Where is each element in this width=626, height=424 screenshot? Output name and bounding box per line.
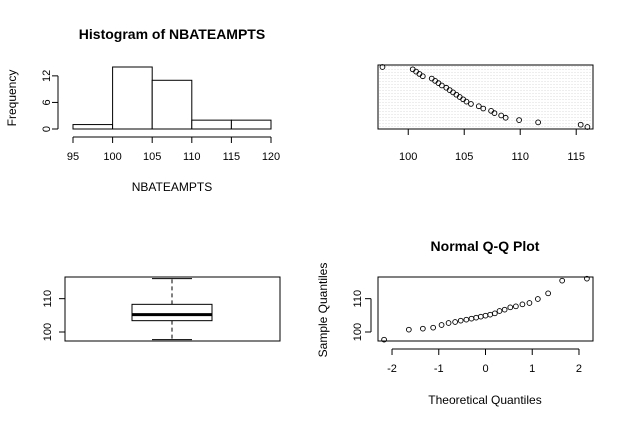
stripchart-point bbox=[480, 105, 487, 112]
histogram-title: Histogram of NBATEAMPTS bbox=[79, 26, 265, 42]
boxplot-iqr-box bbox=[131, 303, 213, 322]
qq-x-tick-label: -2 bbox=[387, 363, 397, 375]
stripchart-grid bbox=[379, 66, 591, 128]
histogram-panel: Histogram of NBATEAMPTS NBATEAMPTS Frequ… bbox=[5, 26, 280, 194]
qq-x-tick-label: 1 bbox=[529, 363, 535, 375]
qq-point bbox=[381, 336, 387, 343]
stripchart-panel: 100 105 110 115 bbox=[377, 64, 594, 163]
stripchart-point bbox=[379, 64, 386, 70]
qq-point bbox=[584, 275, 590, 282]
qq-y-tick-label: 100 bbox=[352, 323, 364, 341]
stripchart-point bbox=[502, 114, 509, 121]
qq-point bbox=[405, 326, 412, 333]
histogram-x-tick-label: 110 bbox=[183, 151, 201, 163]
qq-x-tick-label: -1 bbox=[434, 363, 444, 375]
qq-point bbox=[477, 313, 484, 320]
qq-point bbox=[445, 320, 452, 326]
stripchart-point bbox=[419, 73, 426, 80]
qq-y-axis: 100 110 bbox=[352, 290, 372, 341]
boxplot-panel: 100 110 bbox=[42, 276, 281, 342]
stripchart-point bbox=[516, 117, 522, 123]
histogram-bar bbox=[191, 119, 232, 130]
histogram-bar bbox=[72, 124, 114, 130]
histogram-x-tick-label: 100 bbox=[103, 151, 121, 163]
qq-point bbox=[526, 300, 533, 306]
qq-panel: Normal Q-Q Plot Theoretical Quantiles Sa… bbox=[316, 238, 594, 407]
boxplot-y-tick-label: 110 bbox=[42, 290, 54, 308]
histogram-x-tick-label: 120 bbox=[262, 151, 280, 163]
histogram-y-tick-label: 0 bbox=[41, 126, 53, 132]
stripchart-x-tick-label: 115 bbox=[567, 151, 585, 163]
stripchart-points bbox=[379, 64, 591, 130]
qq-point bbox=[519, 301, 526, 308]
histogram-bar bbox=[230, 119, 272, 130]
qq-point bbox=[420, 325, 426, 332]
qq-xlabel: Theoretical Quantiles bbox=[428, 393, 541, 407]
stripchart-point bbox=[475, 103, 482, 110]
qq-point bbox=[507, 304, 514, 311]
qq-point bbox=[545, 290, 551, 297]
histogram-x-tick-label: 105 bbox=[143, 151, 161, 163]
stripchart-point bbox=[491, 110, 498, 117]
stripchart-x-tick-label: 105 bbox=[455, 151, 473, 163]
stripchart-x-tick-label: 100 bbox=[399, 151, 417, 163]
histogram-x-axis: 95 100 105 110 115 120 bbox=[67, 136, 280, 163]
histogram-bar bbox=[112, 66, 153, 130]
boxplot-y-tick-label: 100 bbox=[42, 323, 54, 341]
histogram-bars bbox=[72, 66, 272, 130]
qq-point bbox=[487, 311, 494, 318]
histogram-xlabel: NBATEAMPTS bbox=[132, 180, 212, 194]
qq-point bbox=[534, 296, 541, 302]
qq-x-tick-label: 2 bbox=[576, 363, 582, 375]
qq-point bbox=[452, 319, 458, 325]
qq-ylabel: Sample Quantiles bbox=[316, 263, 330, 358]
stripchart-point bbox=[535, 119, 541, 126]
histogram-y-axis: 0 6 12 bbox=[41, 70, 59, 132]
qq-title: Normal Q-Q Plot bbox=[431, 238, 540, 254]
stripchart-point bbox=[468, 101, 474, 107]
qq-point bbox=[463, 316, 470, 323]
stripchart-point bbox=[577, 121, 584, 128]
qq-frame bbox=[377, 276, 594, 342]
qq-point bbox=[496, 308, 503, 314]
qq-point bbox=[468, 315, 475, 322]
qq-point bbox=[559, 277, 566, 284]
histogram-ylabel: Frequency bbox=[5, 70, 19, 127]
qq-point bbox=[473, 314, 480, 321]
qq-point bbox=[438, 322, 445, 328]
histogram-y-tick-label: 6 bbox=[41, 99, 53, 105]
qq-point bbox=[430, 324, 437, 331]
histogram-x-tick-label: 95 bbox=[67, 151, 79, 163]
qq-y-tick-label: 110 bbox=[352, 290, 364, 308]
qq-x-tick-label: 0 bbox=[482, 363, 488, 375]
qq-point bbox=[513, 303, 519, 310]
boxplot-y-axis: 100 110 bbox=[42, 290, 66, 341]
qq-point bbox=[501, 306, 508, 313]
stripchart-point bbox=[498, 112, 505, 119]
qq-x-axis: -2 -1 0 1 2 bbox=[387, 348, 582, 375]
qq-points bbox=[381, 275, 590, 343]
histogram-bar bbox=[151, 79, 193, 130]
qq-point bbox=[457, 317, 464, 324]
stripchart-point bbox=[438, 82, 445, 89]
qq-point bbox=[491, 310, 498, 317]
stripchart-x-axis: 100 105 110 115 bbox=[399, 128, 585, 163]
histogram-y-tick-label: 12 bbox=[41, 70, 53, 82]
stripchart-x-tick-label: 110 bbox=[511, 151, 529, 163]
stripchart-point bbox=[584, 124, 591, 130]
stripchart-point bbox=[463, 98, 470, 105]
histogram-x-tick-label: 115 bbox=[223, 151, 241, 163]
qq-point bbox=[482, 312, 489, 319]
boxplot-box bbox=[131, 278, 213, 341]
